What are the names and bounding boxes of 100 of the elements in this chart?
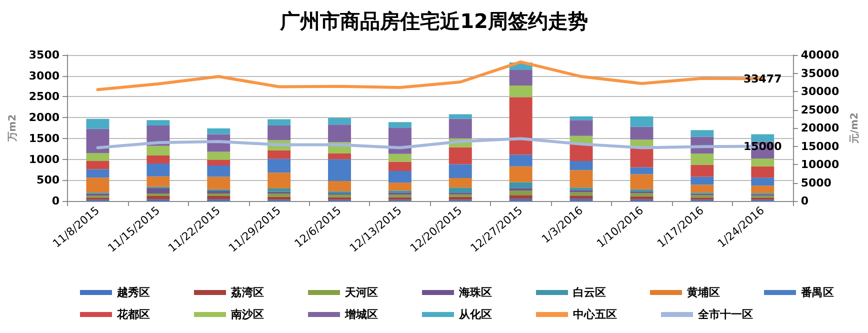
- bar: [268, 172, 291, 188]
- y-axis-title: 万m2: [8, 114, 18, 143]
- bar: [751, 158, 774, 166]
- bar: [388, 162, 412, 171]
- bar: [630, 193, 654, 196]
- y2-tick-label: 15000: [800, 140, 840, 153]
- y2-axis-title: 元/m2: [848, 112, 860, 145]
- bar: [207, 160, 230, 166]
- y-tick-label: 0: [52, 194, 60, 208]
- bar: [388, 197, 412, 200]
- bar: [570, 116, 593, 120]
- bar: [690, 176, 714, 185]
- bar: [86, 153, 110, 161]
- bar: [448, 188, 472, 193]
- bar: [86, 178, 110, 193]
- bar: [751, 186, 774, 194]
- y2-tick-label: 30000: [800, 85, 840, 98]
- bar: [268, 158, 291, 173]
- bar: [146, 156, 170, 164]
- bar: [388, 170, 412, 183]
- y2-tick-label: 40000: [800, 48, 840, 62]
- bar: [207, 196, 230, 200]
- bar: [268, 188, 291, 192]
- bar: [207, 193, 230, 196]
- bar: [328, 124, 351, 142]
- legend-label: 黄埔区: [686, 286, 720, 299]
- bar: [388, 122, 412, 128]
- bar: [146, 120, 170, 126]
- bar: [509, 85, 532, 98]
- bar: [207, 152, 230, 160]
- bar: [570, 170, 593, 188]
- legend-label: 花都区: [116, 308, 150, 321]
- bar: [448, 114, 472, 119]
- bar: [570, 196, 593, 199]
- bar: [388, 154, 412, 162]
- y2-tick-label: 35000: [800, 66, 840, 80]
- bar: [630, 147, 654, 168]
- bar: [328, 153, 351, 160]
- y-tick-label: 2000: [28, 111, 60, 124]
- bar: [509, 166, 532, 182]
- y-tick-label: 500: [36, 174, 60, 187]
- bar: [448, 118, 472, 138]
- y2-tick-label: 10000: [800, 158, 840, 171]
- legend-label: 海珠区: [458, 286, 492, 299]
- bar: [690, 130, 714, 137]
- bar: [268, 119, 291, 126]
- bar: [690, 153, 714, 165]
- bar: [146, 146, 170, 156]
- bar: [509, 182, 532, 188]
- bar: [570, 120, 593, 136]
- bar: [146, 176, 170, 187]
- bar: [328, 197, 351, 200]
- legend-label: 中心五区: [573, 308, 617, 321]
- bar: [630, 174, 654, 190]
- y2-tick-label: 5000: [800, 176, 832, 190]
- bar: [328, 118, 351, 125]
- bar: [328, 159, 351, 181]
- y-tick-label: 2500: [28, 90, 60, 104]
- bar: [207, 176, 230, 190]
- bar: [690, 164, 714, 177]
- bar: [630, 126, 654, 140]
- chart-title: 广州市商品房住宅近12周签约走势: [279, 9, 588, 33]
- bar: [630, 196, 654, 200]
- bar: [146, 196, 170, 200]
- bar: [448, 178, 472, 188]
- y-tick-label: 3000: [28, 69, 60, 82]
- bar: [86, 169, 110, 178]
- bar: [268, 193, 291, 197]
- legend-label: 全市十一区: [697, 308, 753, 321]
- bar: [207, 190, 230, 194]
- y-tick-label: 3500: [28, 48, 60, 62]
- bar: [630, 167, 654, 174]
- bar: [146, 188, 170, 194]
- legend-label: 南沙区: [230, 308, 264, 321]
- bar: [509, 70, 532, 86]
- data-label: 33477: [743, 72, 782, 86]
- bar: [690, 195, 714, 198]
- bar: [570, 188, 593, 190]
- bar: [146, 193, 170, 196]
- bar: [751, 178, 774, 186]
- bar: [268, 125, 291, 140]
- bar: [509, 154, 532, 166]
- bar: [448, 164, 472, 178]
- bar: [86, 128, 110, 154]
- y2-tick-label: 20000: [800, 122, 840, 134]
- bar: [207, 128, 230, 134]
- bar: [509, 188, 532, 191]
- bar: [509, 190, 532, 196]
- bar: [448, 194, 472, 197]
- bar: [570, 160, 593, 170]
- bar: [570, 192, 593, 196]
- bar: [146, 163, 170, 176]
- bar: [690, 184, 714, 193]
- bar: [86, 160, 110, 170]
- bar: [207, 166, 230, 177]
- bar: [570, 144, 593, 161]
- bar: [630, 116, 654, 127]
- legend-label: 番禺区: [800, 286, 834, 299]
- bar: [328, 180, 351, 192]
- bar: [268, 150, 291, 159]
